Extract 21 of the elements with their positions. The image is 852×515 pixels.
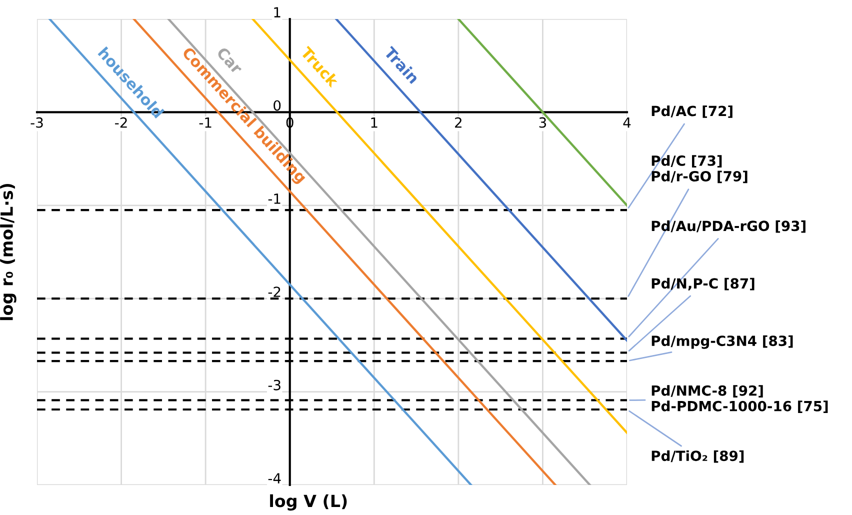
ref-line-label: Pd/TiO₂ [89] bbox=[652, 450, 744, 463]
x-tick-label: 2 bbox=[455, 117, 462, 128]
y-tick-label: 0 bbox=[274, 100, 281, 111]
x-axis-title: log V (L) bbox=[270, 494, 347, 511]
y-tick-label: -2 bbox=[268, 286, 280, 297]
ref-line-label: Pd/mpg-C3N4 [83] bbox=[652, 335, 793, 349]
y-tick-label: -4 bbox=[268, 473, 281, 484]
x-tick-label: -3 bbox=[30, 117, 43, 128]
x-tick-label: 4 bbox=[623, 117, 631, 128]
y-tick-label: -1 bbox=[268, 194, 280, 204]
ref-line-label: Pd/N,P-C [87] bbox=[652, 278, 754, 290]
ref-line-label: Pd/C [73] Pd/r-GO [79] bbox=[652, 155, 748, 184]
ref-line-label: Pd/Au/PDA-rGO [93] bbox=[652, 220, 806, 233]
x-tick-label: 3 bbox=[539, 117, 546, 128]
ref-line-label: Pd/NMC-8 [92] Pd-PDMC-1000-16 [75] bbox=[652, 385, 828, 414]
y-axis-title: log r₀ (mol/L·s) bbox=[0, 184, 16, 320]
y-tick-label: -3 bbox=[268, 380, 280, 390]
x-tick-label: -2 bbox=[115, 117, 127, 128]
ref-line-label: Pd/AC [72] bbox=[652, 105, 732, 118]
y-tick-label: 1 bbox=[274, 7, 280, 18]
x-tick-label: 1 bbox=[371, 117, 378, 128]
